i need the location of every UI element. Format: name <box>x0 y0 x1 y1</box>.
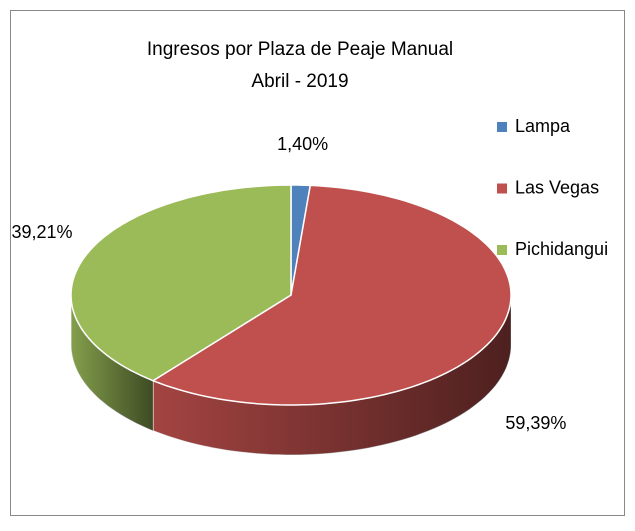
pie-slice <box>70 184 292 382</box>
legend-swatch <box>497 122 507 132</box>
legend-label: Pichidangui <box>515 239 608 259</box>
data-label: 39,21% <box>11 222 72 242</box>
data-label: 1,40% <box>277 134 328 154</box>
pie-side-shade <box>71 295 153 431</box>
pie-side-shade <box>153 295 511 455</box>
data-label: 59,39% <box>505 413 566 433</box>
chart-title: Ingresos por Plaza de Peaje Manual <box>147 39 453 60</box>
legend-label: Lampa <box>515 116 571 136</box>
legend-label: Las Vegas <box>515 177 599 197</box>
legend-swatch <box>497 183 507 194</box>
chart-subtitle: Abril - 2019 <box>251 71 348 92</box>
legend-swatch <box>497 245 507 255</box>
pie-slice <box>151 184 512 406</box>
